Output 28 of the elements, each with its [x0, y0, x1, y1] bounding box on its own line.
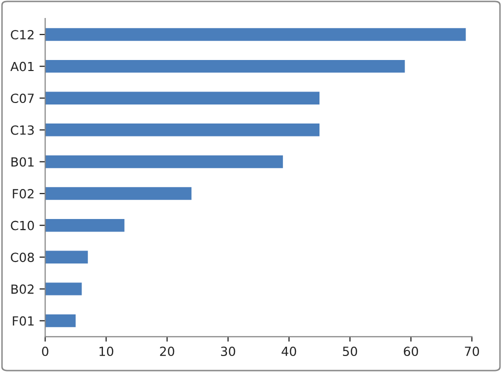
bar — [45, 187, 192, 200]
bar — [45, 60, 405, 73]
x-tick-label: 60 — [404, 346, 418, 356]
x-tick-label: 0 — [42, 346, 48, 356]
bar — [45, 250, 88, 264]
y-tick-label: A01 — [10, 62, 34, 72]
y-tick-label: C10 — [10, 220, 34, 230]
bar — [45, 282, 82, 296]
bar — [45, 28, 466, 41]
x-tick-label: 20 — [160, 346, 174, 356]
y-tick-label: C07 — [10, 94, 34, 104]
x-tick-label: 40 — [282, 346, 296, 356]
x-tick-label: 50 — [342, 346, 358, 356]
bar — [45, 124, 320, 136]
bar — [45, 92, 320, 104]
x-tick-label: 10 — [100, 346, 114, 356]
x-tick-label: 30 — [221, 346, 236, 356]
x-tick-label: 70 — [464, 346, 480, 356]
bar — [45, 218, 124, 232]
y-tick-label: B01 — [12, 157, 34, 167]
y-tick-label: C12 — [10, 30, 34, 40]
y-tick-label: C13 — [10, 125, 34, 135]
y-tick-label: F02 — [12, 189, 34, 198]
y-tick-label: B02 — [12, 284, 34, 294]
y-tick-label: C08 — [10, 252, 34, 262]
bar — [45, 155, 283, 168]
y-tick-label: F01 — [12, 316, 34, 326]
bar — [45, 314, 76, 328]
